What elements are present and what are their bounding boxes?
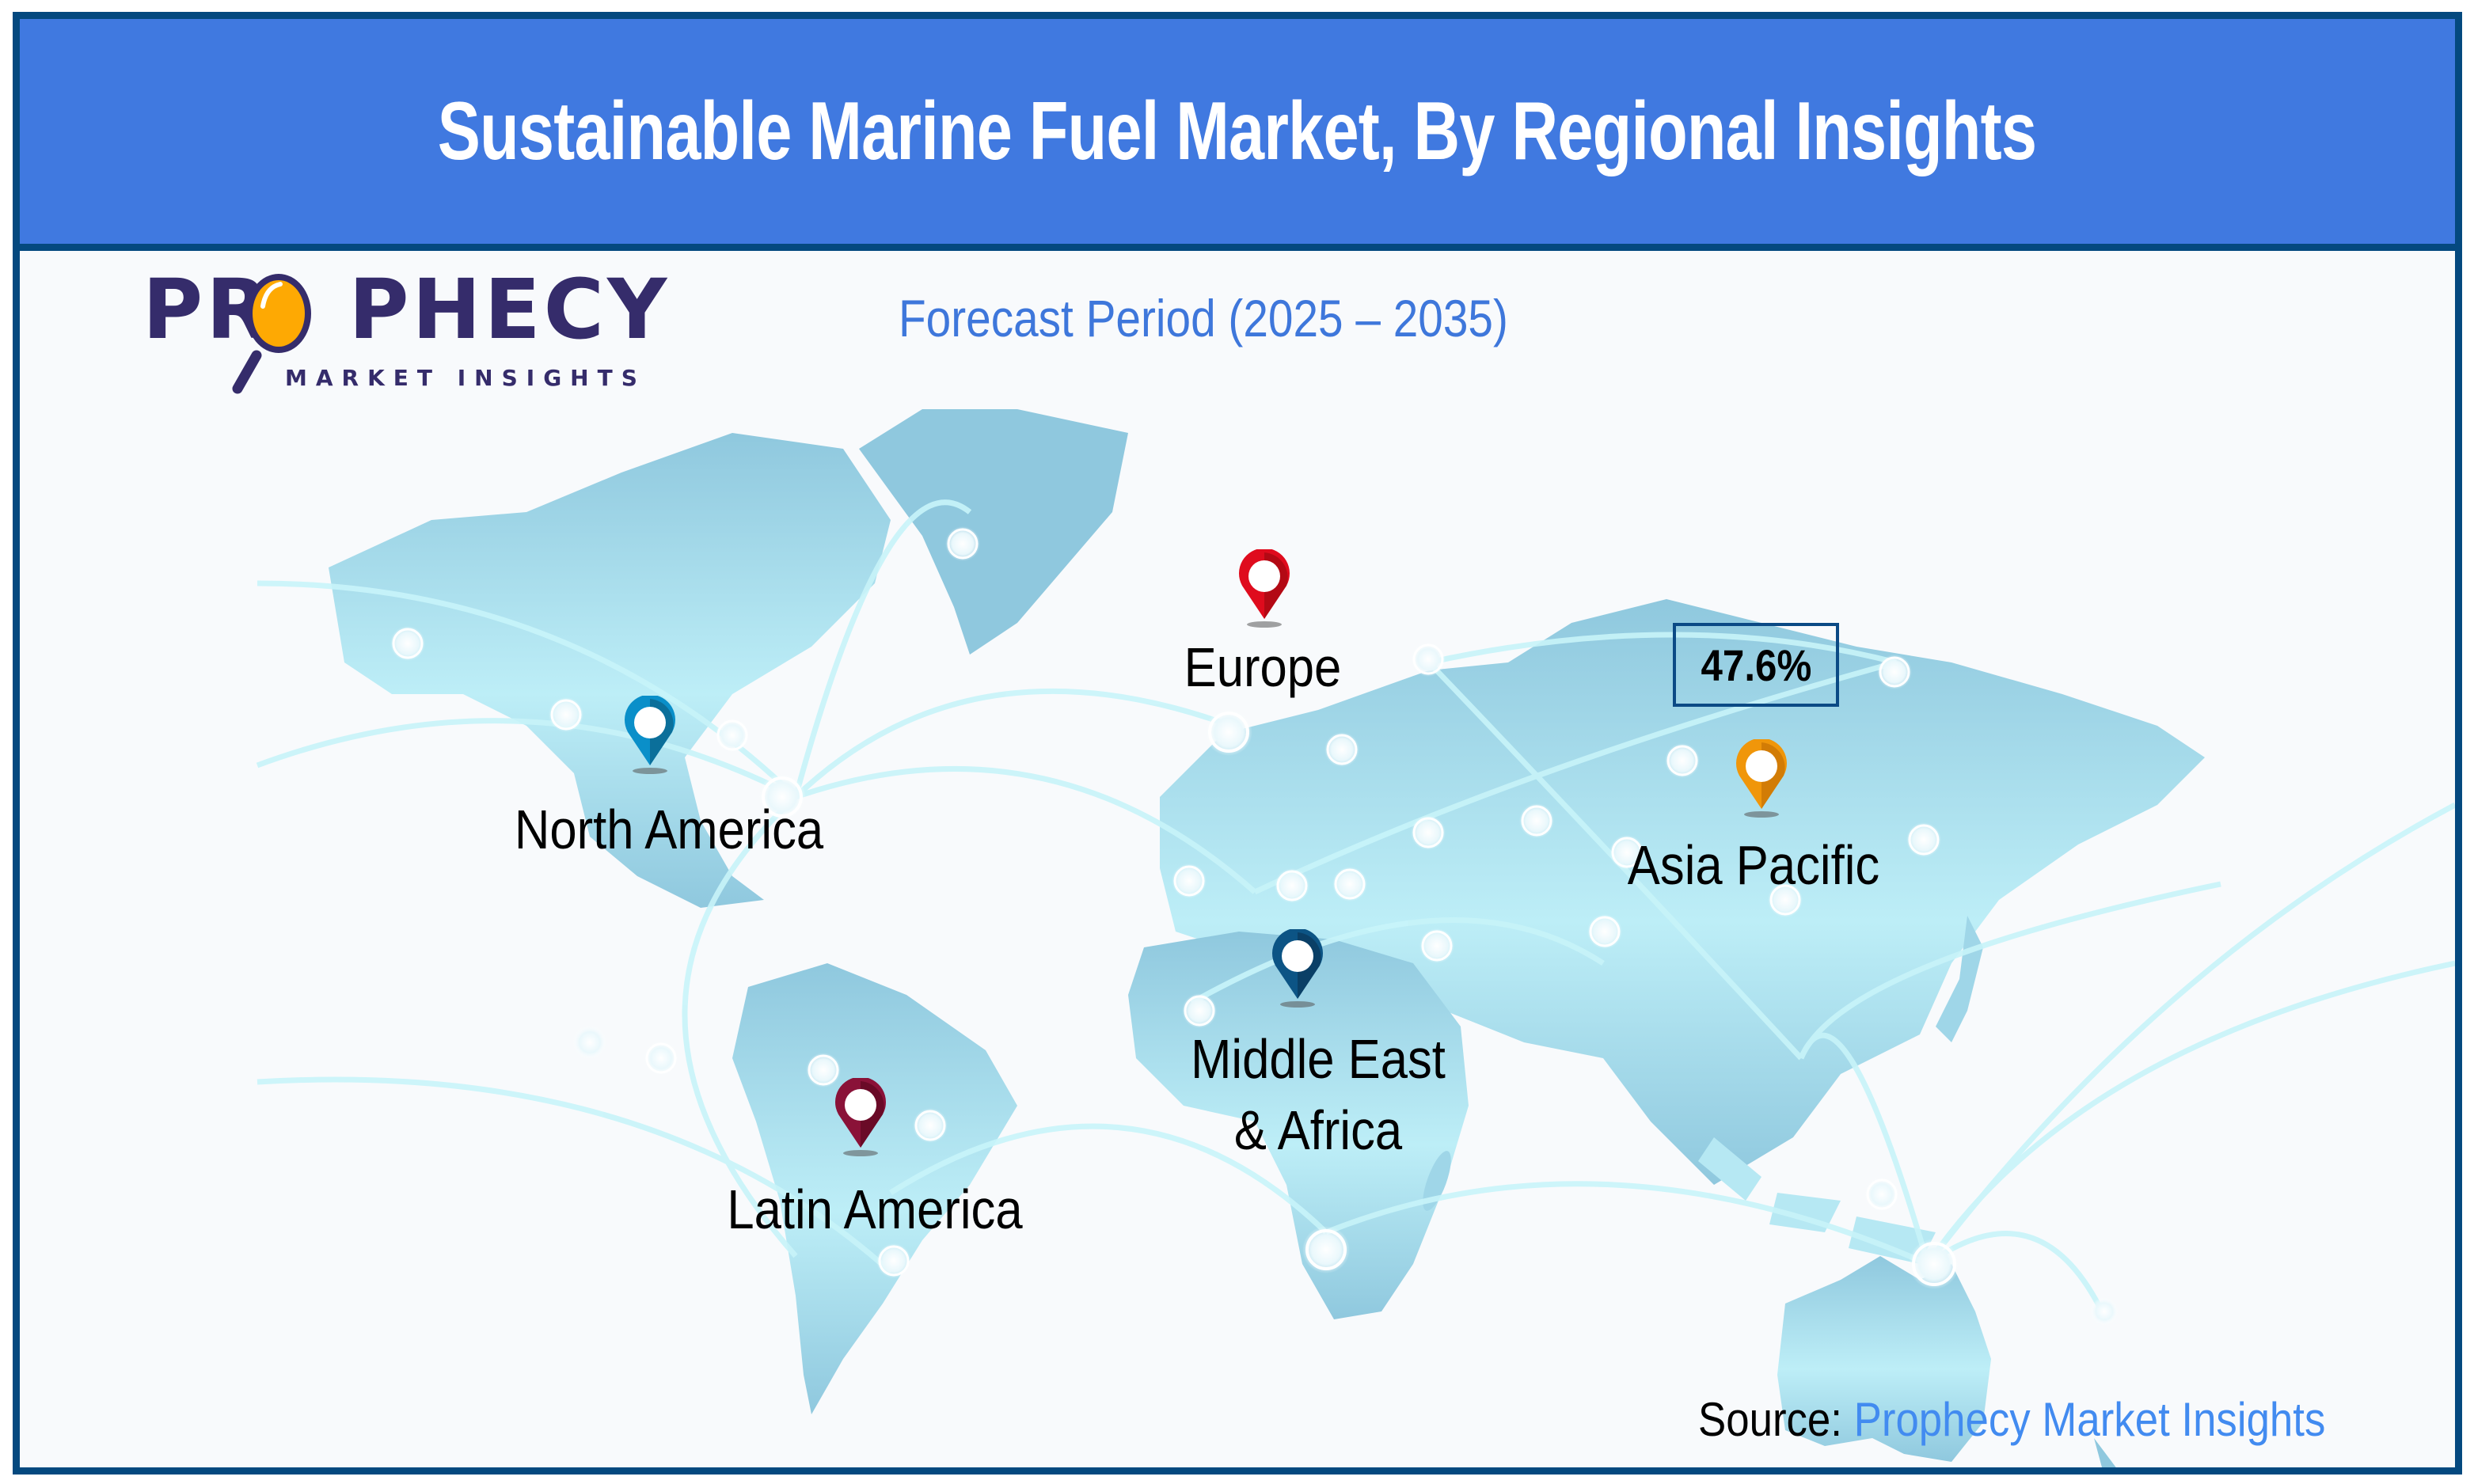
- region-label-middle-east: Middle East: [1191, 1028, 1446, 1090]
- asia-pacific-share-badge: 47.6%: [1673, 623, 1839, 707]
- source-label: Source:: [1698, 1393, 1842, 1446]
- australia-landmass: [1777, 1256, 1991, 1462]
- source-note: Source: Prophecy Market Insights: [1698, 1392, 2325, 1447]
- magnifier-icon: [232, 274, 311, 394]
- region-label-europe: Europe: [1184, 636, 1342, 698]
- latin-america-pin-icon[interactable]: [832, 1078, 889, 1157]
- region-label-africa: & Africa: [1233, 1099, 1403, 1161]
- forecast-period: Forecast Period (2025 – 2035): [899, 289, 1508, 347]
- page-title: Sustainable Marine Fuel Market, By Regio…: [438, 85, 2037, 177]
- title-banner: Sustainable Marine Fuel Market, By Regio…: [20, 19, 2455, 251]
- asia-pacific-pin-icon[interactable]: [1733, 739, 1790, 818]
- logo-tagline: MARKET INSIGHTS: [285, 365, 646, 391]
- share-value: 47.6%: [1701, 640, 1811, 690]
- north-america-landmass: [329, 433, 891, 908]
- region-label-north-america: North America: [514, 799, 824, 860]
- north-america-pin-icon[interactable]: [621, 696, 678, 775]
- greenland-landmass: [859, 409, 1128, 655]
- prophecy-logo: PR PHECY MARKET INSIGHTS: [143, 268, 681, 403]
- infographic-frame: Sustainable Marine Fuel Market, By Regio…: [13, 12, 2462, 1475]
- south-america-landmass: [732, 963, 1017, 1414]
- network-nodes: [390, 526, 2119, 1326]
- logo-wordmark: PR PHECY: [143, 261, 671, 358]
- middle-east-africa-pin-icon[interactable]: [1269, 929, 1326, 1008]
- region-label-asia-pacific: Asia Pacific: [1627, 834, 1880, 896]
- europe-pin-icon[interactable]: [1236, 549, 1293, 628]
- eurasia-landmass: [1160, 599, 2205, 1185]
- source-link[interactable]: Prophecy Market Insights: [1853, 1393, 2326, 1446]
- connection-arcs: [256, 499, 2455, 1313]
- region-label-latin-america: Latin America: [727, 1178, 1023, 1240]
- africa-landmass: [1128, 932, 1469, 1319]
- world-map: [256, 409, 2455, 1467]
